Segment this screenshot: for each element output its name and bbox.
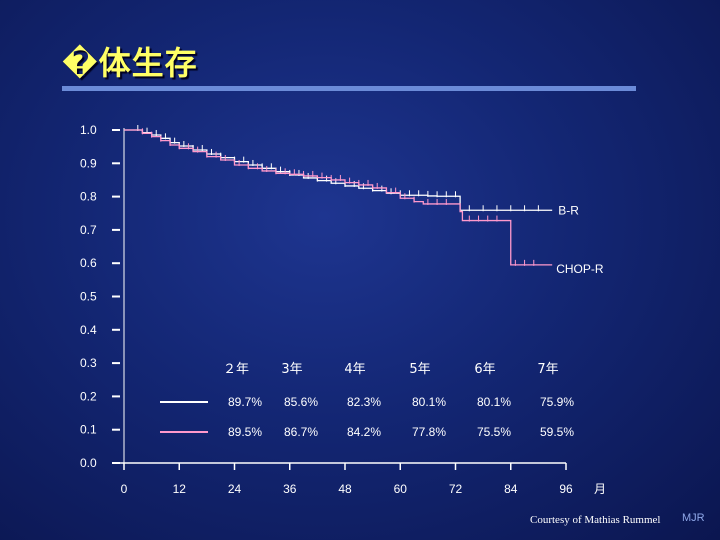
table-cell: 82.3% [347, 395, 381, 409]
table-cell: 59.5% [540, 425, 574, 439]
table-header: 6年 [474, 362, 495, 377]
table-cell: 84.2% [347, 425, 381, 439]
chart-axes: 0.0 0.1 0.2 0.3 0.4 0.5 0.6 0.7 0.8 0.9 1.0 0 12 24 36… [80, 123, 606, 496]
table-cell: 86.7% [284, 425, 318, 439]
series-label-b-r: B-R [558, 203, 579, 217]
table-header: 3年 [281, 362, 302, 377]
x-tick-label: 0 [121, 482, 128, 496]
x-unit-label: 月 [594, 482, 606, 496]
series-label-chop-r: CHOP-R [556, 262, 604, 276]
table-cell: 75.9% [540, 395, 574, 409]
table-cell: 89.5% [228, 425, 262, 439]
table-cell: 80.1% [412, 395, 446, 409]
x-tick-label: 48 [338, 482, 352, 496]
x-tick-label: 24 [228, 482, 242, 496]
x-tick-label: 96 [559, 482, 573, 496]
y-tick-label: 0.4 [80, 323, 97, 337]
table-header: 5年 [409, 362, 430, 377]
chart-series-layer: B-R CHOP-R [124, 125, 604, 276]
y-tick-label: 0.3 [80, 356, 97, 370]
y-tick-label: 0.1 [80, 423, 97, 437]
x-tick-label: 36 [283, 482, 297, 496]
table-cell: 89.7% [228, 395, 262, 409]
table-cell: 85.6% [284, 395, 318, 409]
x-tick-label: 72 [449, 482, 463, 496]
initials-text: MJR [682, 512, 705, 524]
title-underline [62, 86, 636, 91]
table-header: 4年 [344, 362, 365, 377]
x-tick-label: 84 [504, 482, 518, 496]
y-tick-label: 0.0 [80, 456, 97, 470]
y-tick-label: 0.7 [80, 223, 97, 237]
survival-table: ２年 3年 4年 5年 6年 7年 89.7% 85.6% 82.3% 80.1% 80.1% 75.… [160, 362, 574, 439]
y-tick-label: 0.8 [80, 190, 97, 204]
series-line-chop-r [124, 129, 553, 266]
table-header: 7年 [537, 362, 558, 377]
credit-text: Courtesy of Mathias Rummel [530, 514, 661, 526]
y-tick-label: 0.9 [80, 156, 97, 170]
y-tick-label: 0.6 [80, 256, 97, 270]
series-line-b-r [124, 129, 553, 211]
x-tick-label: 60 [394, 482, 408, 496]
x-tick-label: 12 [173, 482, 187, 496]
y-tick-label: 1.0 [80, 123, 97, 137]
table-cell: 75.5% [477, 425, 511, 439]
table-cell: 80.1% [477, 395, 511, 409]
table-header: ２年 [223, 362, 249, 377]
table-cell: 77.8% [412, 425, 446, 439]
y-tick-label: 0.5 [80, 290, 97, 304]
y-tick-label: 0.2 [80, 389, 97, 403]
slide-title: �体生存 [62, 44, 198, 82]
